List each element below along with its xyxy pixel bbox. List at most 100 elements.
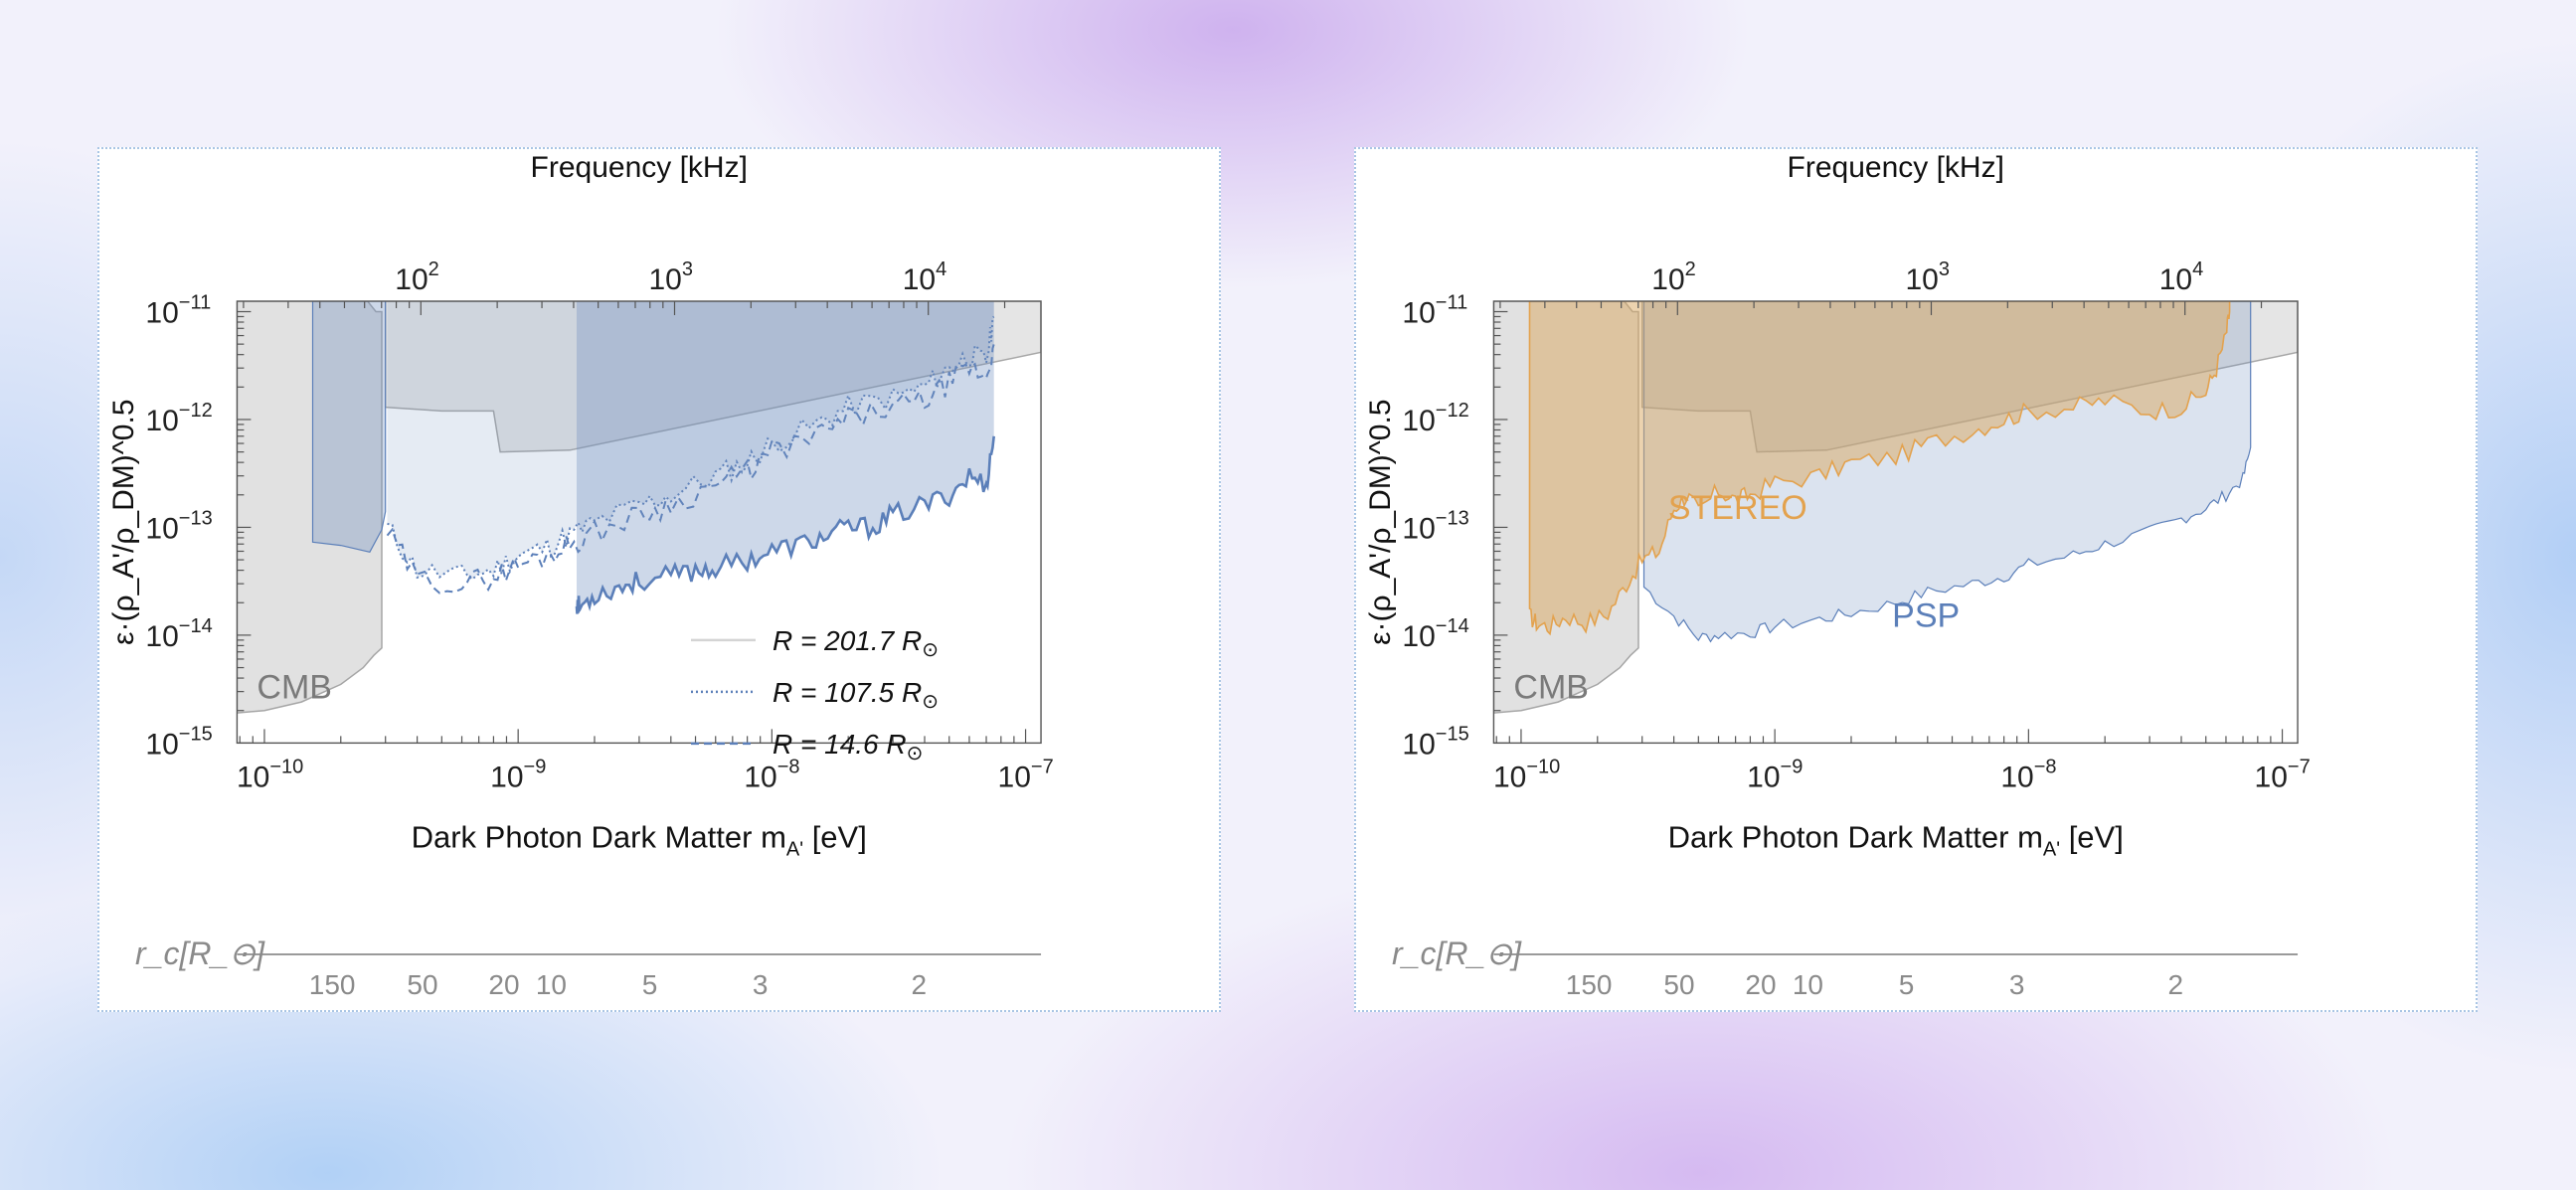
rc-tick-label: 20 <box>488 969 519 1000</box>
freq-tick-label-exp: 4 <box>2192 258 2203 280</box>
freq-tick-label-base: 10 <box>395 263 428 296</box>
x-tick-label-exp: −10 <box>269 756 303 777</box>
x-axis-label: Dark Photon Dark Matter mA' [eV] <box>412 819 867 860</box>
y-tick-label-base: 10 <box>145 620 178 653</box>
series-lower-line <box>575 435 995 614</box>
x-tick-label-base: 10 <box>744 761 776 793</box>
y-tick-label-base: 10 <box>145 512 178 545</box>
rc-tick-label: 2 <box>2168 969 2184 1000</box>
x-tick-label: 10−9 <box>1747 756 1803 793</box>
x-tick-label-exp: −9 <box>1781 756 1803 777</box>
y-tick-label-base: 10 <box>1402 620 1435 653</box>
psp-label: PSP <box>1892 596 1960 634</box>
x-tick-label-exp: −10 <box>1526 756 1560 777</box>
rc-tick-label: 10 <box>536 969 567 1000</box>
x-tick-label: 10−9 <box>490 756 546 793</box>
freq-tick-label-exp: 2 <box>1685 258 1696 280</box>
x-tick-label: 10−8 <box>744 756 799 793</box>
rc-tick-label: 50 <box>1663 969 1694 1000</box>
freq-tick-label-base: 10 <box>648 263 681 296</box>
y-tick-label-exp: −12 <box>179 400 213 422</box>
x-axis-label-unit: [eV] <box>803 819 867 854</box>
y-tick-label-exp: −11 <box>179 291 211 313</box>
legend-label: R = 201.7 R⊙ <box>773 625 939 661</box>
x-axis-label-sub: A' <box>786 838 803 860</box>
rc-tick-label: 10 <box>1793 969 1823 1000</box>
freq-tick-label-base: 10 <box>903 263 936 296</box>
series-r201-area <box>311 300 387 553</box>
rc-axis-label: r_c[R_⊙] <box>135 935 265 971</box>
y-tick-label-exp: −12 <box>1436 400 1469 422</box>
y-axis-label: ε·(ρ_A'/ρ_DM)^0.5 <box>107 399 140 644</box>
y-tick-label: 10−12 <box>145 400 212 437</box>
series-r107-line <box>387 315 995 581</box>
y-axis-label: ε·(ρ_A'/ρ_DM)^0.5 <box>1364 399 1397 644</box>
legend-label-text: R = 107.5 R <box>773 677 922 708</box>
y-tick-label: 10−13 <box>145 507 212 545</box>
freq-tick-label-exp: 3 <box>682 258 693 280</box>
x-tick-label-base: 10 <box>237 761 269 793</box>
stereo-area <box>1528 300 2231 636</box>
y-tick-label: 10−14 <box>145 615 212 653</box>
rc-tick-label: 150 <box>309 969 356 1000</box>
y-tick-label-exp: −15 <box>179 723 213 745</box>
x-tick-label-exp: −8 <box>2034 756 2057 777</box>
x-tick-label-exp: −7 <box>1031 756 1054 777</box>
freq-tick-label-base: 10 <box>2159 263 2192 296</box>
series-r14-line <box>386 343 995 595</box>
x-tick-label: 10−10 <box>1493 756 1560 793</box>
x-tick-label-base: 10 <box>1747 761 1780 793</box>
y-tick-label-base: 10 <box>145 728 178 761</box>
x-tick-label-base: 10 <box>2255 761 2288 793</box>
top-axis-label: Frequency [kHz] <box>1788 151 2004 184</box>
freq-tick-label: 103 <box>1905 258 1950 296</box>
y-tick-label: 10−13 <box>1402 507 1468 545</box>
rc-tick-label: 5 <box>642 969 658 1000</box>
y-tick-label-base: 10 <box>1402 405 1435 437</box>
plot-area <box>1493 300 2299 714</box>
cmb-label: CMB <box>1513 668 1589 706</box>
y-tick-label: 10−12 <box>1402 400 1468 437</box>
freq-tick-label-exp: 3 <box>1939 258 1950 280</box>
rc-tick-label: 50 <box>407 969 437 1000</box>
x-tick-label: 10−8 <box>2000 756 2056 793</box>
y-tick-label-base: 10 <box>1402 296 1435 329</box>
series-r107-area <box>387 301 994 580</box>
rc-tick-label: 5 <box>1899 969 1915 1000</box>
x-tick-label-base: 10 <box>998 761 1031 793</box>
x-tick-label-exp: −9 <box>524 756 547 777</box>
y-tick-label-base: 10 <box>145 296 178 329</box>
legend-label: R = 14.6 R⊙ <box>773 729 923 765</box>
x-tick-label-base: 10 <box>490 761 523 793</box>
y-tick-label-exp: −14 <box>1436 615 1469 637</box>
legend-label-text: R = 201.7 R <box>773 625 922 656</box>
x-axis-label-sub: A' <box>2043 838 2060 860</box>
chart-right-svg: 10−10 10−9 10−8 10−710−1110−1210−1310−1410−… <box>1364 151 2311 1000</box>
y-tick-label-exp: −15 <box>1436 723 1469 745</box>
rc-tick-label: 20 <box>1745 969 1776 1000</box>
y-tick-label: 10−14 <box>1402 615 1468 653</box>
freq-tick-label: 104 <box>903 258 947 296</box>
cmb-label: CMB <box>257 668 332 706</box>
x-tick-label-exp: −8 <box>777 756 800 777</box>
top-axis-label: Frequency [kHz] <box>531 151 748 184</box>
rc-axis-label: r_c[R_⊙] <box>1392 935 1522 971</box>
freq-tick-label-base: 10 <box>1905 263 1938 296</box>
freq-tick-label-exp: 4 <box>936 258 946 280</box>
x-tick-label-base: 10 <box>1493 761 1526 793</box>
rc-tick-label: 3 <box>2009 969 2025 1000</box>
y-tick-label: 10−15 <box>1402 723 1468 761</box>
freq-tick-label-exp: 2 <box>429 258 439 280</box>
x-axis-label-main: Dark Photon Dark Matter m <box>412 819 786 854</box>
stereo-label: STEREO <box>1668 489 1807 527</box>
y-tick-label-base: 10 <box>1402 728 1435 761</box>
x-axis-label-main: Dark Photon Dark Matter m <box>1668 819 2043 854</box>
x-tick-label: 10−10 <box>237 756 303 793</box>
freq-tick-label: 102 <box>1651 258 1696 296</box>
chart-panel-left: 10−10 10−9 10−8 10−7 10−11 10−12 10−13 10−14 10−… <box>97 147 1221 1012</box>
legend-label: R = 107.5 R⊙ <box>773 677 939 713</box>
x-axis-label: Dark Photon Dark Matter mA' [eV] <box>1668 819 2124 860</box>
x-tick-label-exp: −7 <box>2288 756 2311 777</box>
series-lower-area <box>577 301 994 614</box>
rc-tick-label: 2 <box>912 969 928 1000</box>
